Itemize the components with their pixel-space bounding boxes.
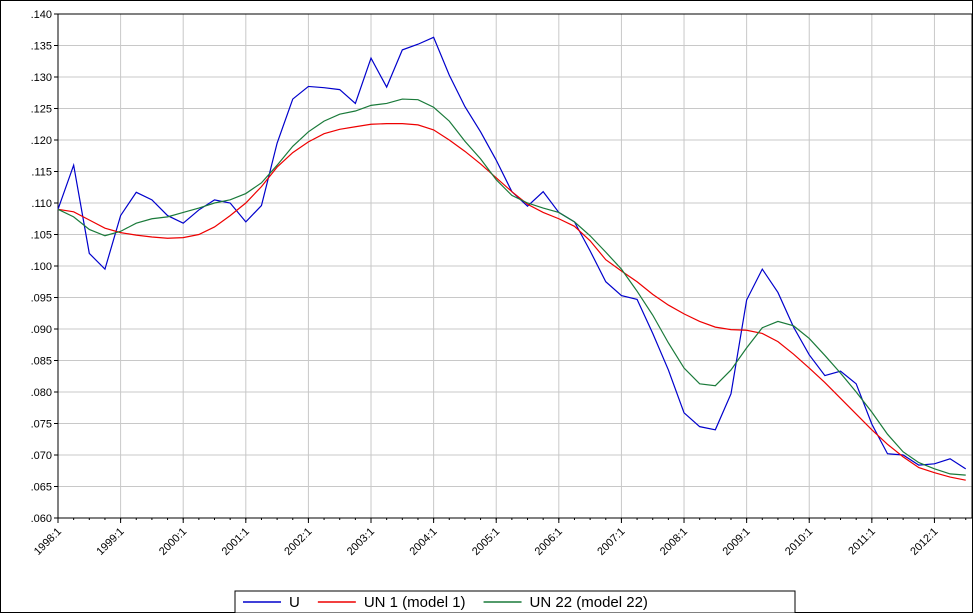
legend-label: UN 22 (model 22): [530, 594, 648, 611]
series-line: [57, 123, 966, 481]
plot-frame: [57, 13, 973, 519]
y-tick-label: .080: [31, 387, 52, 399]
y-tick-label: .075: [31, 419, 52, 431]
y-tick-label: .125: [31, 104, 52, 116]
y-tick-label: .120: [31, 135, 52, 147]
legend-label: U: [289, 594, 300, 611]
legend: U UN 1 (model 1) UN 22 (model 22): [234, 590, 796, 613]
series-line: [57, 98, 966, 476]
y-tick-label: .100: [31, 261, 52, 273]
y-tick-label: .090: [31, 324, 52, 336]
y-tick-label: .110: [31, 198, 52, 210]
y-tick-label: .065: [31, 482, 52, 494]
y-tick-label: .105: [31, 230, 52, 242]
y-tick-label: .115: [31, 167, 52, 179]
y-tick-label: .135: [31, 41, 52, 53]
y-tick-label: .060: [31, 513, 52, 525]
y-tick-label: .095: [31, 293, 52, 305]
y-tick-label: .085: [31, 356, 52, 368]
y-tick-label: .140: [31, 9, 52, 21]
y-tick-label: .130: [31, 72, 52, 84]
legend-label: UN 1 (model 1): [364, 594, 466, 611]
y-tick-label: .070: [31, 450, 52, 462]
